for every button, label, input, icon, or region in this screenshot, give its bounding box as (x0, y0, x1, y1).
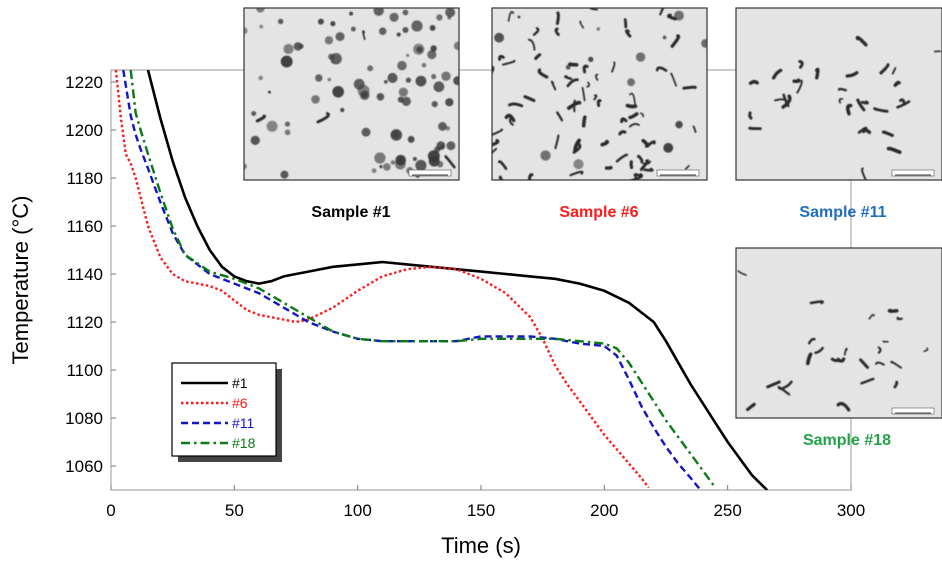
micrograph-image (491, 7, 708, 181)
legend-box (171, 362, 277, 457)
series-lines (114, 70, 769, 490)
y-tick-label: 1060 (65, 457, 103, 476)
graphite-particles (748, 35, 941, 180)
legend-label: #11 (232, 415, 255, 431)
graphite-particles (737, 270, 929, 412)
scale-bar (408, 169, 452, 177)
sample-label: Sample #6 (559, 204, 638, 221)
legend: #1 #6 #11 #18 (171, 362, 282, 462)
micrograph-inset: Sample #1 (243, 7, 460, 221)
legend-label: #1 (232, 375, 248, 391)
graphite-particles (492, 8, 707, 180)
micrograph-inset: Sample #11 (735, 7, 942, 221)
x-tick-label: 200 (590, 501, 618, 520)
y-tick-label: 1140 (66, 265, 103, 284)
x-tick-label: 150 (467, 501, 495, 520)
micrograph-insets: Sample #1 Sample #6 Sample #11 Sample #18 (243, 7, 942, 449)
legend-label: #6 (232, 395, 248, 411)
y-axis-ticks: 1060 1080 1100 1120 1140 1160 1180 1200 1220 (65, 73, 116, 476)
series-line (129, 70, 717, 489)
scale-bar (891, 169, 935, 177)
micrograph-image (735, 247, 942, 419)
sample-label: Sample #1 (311, 204, 390, 221)
graphite-particles (244, 8, 459, 179)
y-tick-label: 1160 (66, 217, 103, 236)
y-axis-title: Temperature (°C) (8, 196, 33, 365)
x-tick-label: 300 (837, 501, 865, 520)
legend-items: #1 #6 #11 #18 (181, 375, 256, 451)
micrograph-inset: Sample #6 (491, 7, 708, 221)
y-tick-label: 1200 (65, 121, 103, 140)
scale-bar (656, 169, 700, 177)
y-tick-label: 1120 (66, 313, 103, 332)
x-axis-title: Time (s) (441, 533, 521, 558)
x-axis-ticks: 0 50 100 150 200 250 300 (106, 485, 865, 520)
sample-label: Sample #18 (803, 432, 891, 449)
scale-bar (891, 407, 935, 415)
y-tick-label: 1080 (65, 409, 103, 428)
sample-label: Sample #11 (799, 204, 886, 221)
y-tick-label: 1100 (66, 361, 103, 380)
series-line (122, 70, 702, 490)
micrograph-inset: Sample #18 (735, 247, 942, 449)
x-tick-label: 50 (225, 501, 244, 520)
y-tick-label: 1180 (66, 169, 103, 188)
x-tick-label: 250 (713, 501, 741, 520)
legend-label: #18 (232, 435, 256, 451)
micrograph-image (243, 7, 460, 181)
x-tick-label: 100 (343, 501, 371, 520)
y-tick-label: 1220 (65, 73, 103, 92)
x-tick-label: 0 (106, 501, 115, 520)
micrograph-image (735, 7, 942, 181)
series-line (114, 70, 650, 489)
